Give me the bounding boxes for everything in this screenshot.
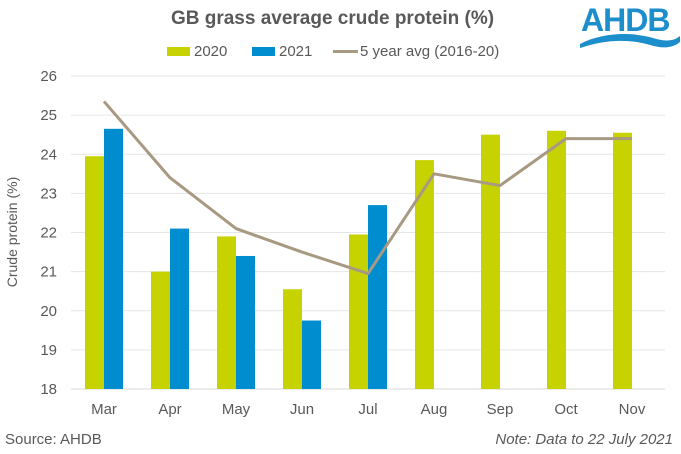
bar-2020-mar	[85, 156, 104, 389]
bar-2020-apr	[151, 271, 170, 389]
x-tick-label: Mar	[91, 401, 117, 418]
bar-2020-may	[217, 236, 236, 389]
bar-2020-sep	[481, 134, 500, 389]
bar-2021-jul	[368, 205, 387, 389]
y-tick-label: 21	[40, 264, 57, 281]
bar-2021-apr	[170, 228, 189, 389]
avg-line	[102, 100, 632, 276]
bar-2020-oct	[547, 130, 566, 389]
bar-2020-jul	[349, 234, 368, 389]
data-note: Note: Data to 22 July 2021	[495, 431, 673, 448]
x-tick-label: May	[222, 401, 251, 418]
y-tick-label: 25	[40, 107, 57, 124]
y-tick-label: 24	[40, 146, 57, 163]
source-note: Source: AHDB	[5, 431, 102, 448]
legend-label-2021: 2021	[279, 42, 313, 60]
x-tick-labels: Mar Apr May Jun Jul Aug Sep Oct Nov	[91, 401, 646, 418]
legend: 2020 2021 5 year avg (2016-20)	[0, 41, 681, 61]
x-tick-label: Sep	[487, 401, 514, 418]
legend-label-2020: 2020	[194, 42, 228, 60]
x-tick-label: Nov	[619, 401, 646, 418]
legend-swatch-2021	[252, 46, 275, 56]
y-tick-label: 19	[40, 342, 57, 359]
chart-title: GB grass average crude protein (%)	[0, 8, 681, 30]
y-tick-label: 20	[40, 303, 57, 320]
bar-2020-jun	[283, 289, 302, 389]
avg-line-group	[102, 100, 632, 276]
legend-item-2020: 2020	[167, 41, 227, 61]
legend-swatch-2020	[167, 46, 190, 56]
legend-label-5yr-avg: 5 year avg (2016-20)	[360, 42, 500, 60]
x-tick-label: Jul	[358, 401, 377, 418]
y-tick-label: 23	[40, 185, 57, 202]
x-tick-label: Jun	[290, 401, 314, 418]
y-axis-label: Crude protein (%)	[4, 176, 20, 288]
bar-2021-mar	[104, 128, 123, 389]
y-tick-labels: 18 19 20 21 22 23 24 25 26	[40, 68, 57, 398]
x-tick-label: Oct	[554, 401, 578, 418]
bar-2020-nov	[613, 132, 632, 389]
bar-2021-jun	[302, 320, 321, 389]
legend-item-2021: 2021	[252, 41, 312, 61]
legend-swatch-5yr-avg	[333, 49, 358, 53]
logo-text: AHDB	[581, 2, 670, 38]
bars	[85, 128, 632, 389]
legend-item-5yr-avg: 5 year avg (2016-20)	[333, 41, 499, 61]
bar-2020-aug	[415, 160, 434, 389]
y-tick-label: 26	[40, 68, 57, 85]
ahdb-logo: AHDB	[578, 2, 681, 52]
bar-2021-may	[236, 255, 255, 389]
y-tick-label: 18	[40, 381, 57, 398]
x-tick-label: Aug	[421, 401, 448, 418]
chart-title-text: GB grass average crude protein (%)	[170, 8, 495, 29]
logo-wave-icon	[580, 34, 680, 48]
x-tick-label: Apr	[158, 401, 181, 418]
y-tick-label: 22	[40, 225, 57, 242]
